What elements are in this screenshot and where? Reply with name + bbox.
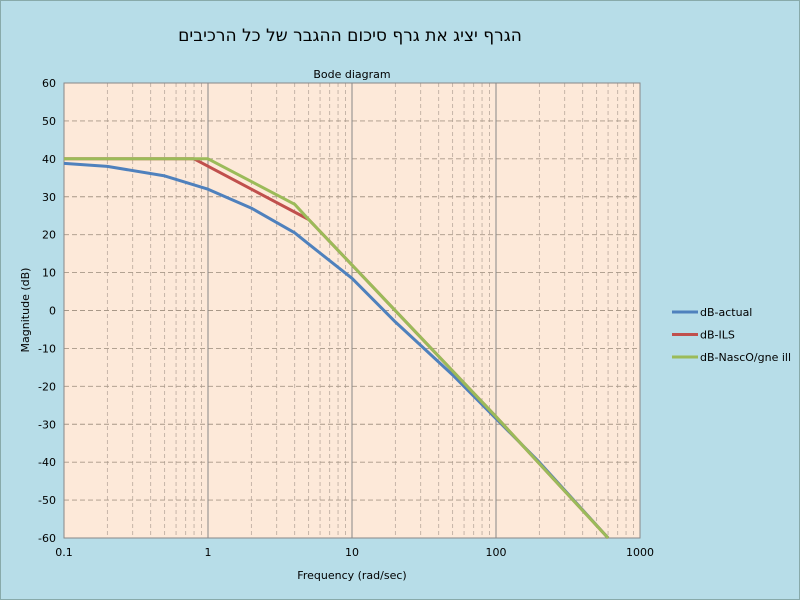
- y-tick-label: 30: [42, 191, 56, 204]
- y-tick-label: 0: [49, 305, 56, 318]
- series-lines: [63, 157, 610, 540]
- legend: dB-actual dB-ILS dB-NascO/gne ill: [672, 306, 791, 364]
- y-axis-label: Magnitude (dB): [19, 268, 32, 353]
- y-tick-label: -40: [38, 456, 56, 469]
- x-tick-label: 1: [205, 546, 212, 559]
- legend-label: dB-NascO/gne ill: [700, 351, 791, 364]
- y-tick-label: 60: [42, 77, 56, 90]
- y-tick-label: -50: [38, 494, 56, 507]
- y-tick-label: 10: [42, 267, 56, 280]
- chart-title: Bode diagram: [313, 68, 390, 81]
- x-tick-label: 1000: [626, 546, 654, 559]
- series-line-dB-NascO/gne ill: [64, 157, 610, 540]
- y-tick-label: 20: [42, 229, 56, 242]
- x-tick-label: 100: [486, 546, 507, 559]
- legend-label: dB-actual: [700, 306, 752, 319]
- x-tick-label: 10: [345, 546, 359, 559]
- legend-label: dB-ILS: [700, 329, 735, 342]
- y-tick-label: 50: [42, 115, 56, 128]
- x-axis-label: Frequency (rad/sec): [297, 569, 406, 582]
- y-tick-label: -30: [38, 418, 56, 431]
- y-tick-label: -60: [38, 532, 56, 545]
- x-tick-label: 0.1: [55, 546, 73, 559]
- y-tick-label: -10: [38, 342, 56, 355]
- grid: [63, 82, 641, 539]
- y-tick-label: 40: [42, 153, 56, 166]
- page-title: הגרף יציג את גרף סיכום ההגבר של כל הרכיב…: [178, 26, 522, 46]
- y-tick-label: -20: [38, 380, 56, 393]
- plot-border: [63, 82, 641, 539]
